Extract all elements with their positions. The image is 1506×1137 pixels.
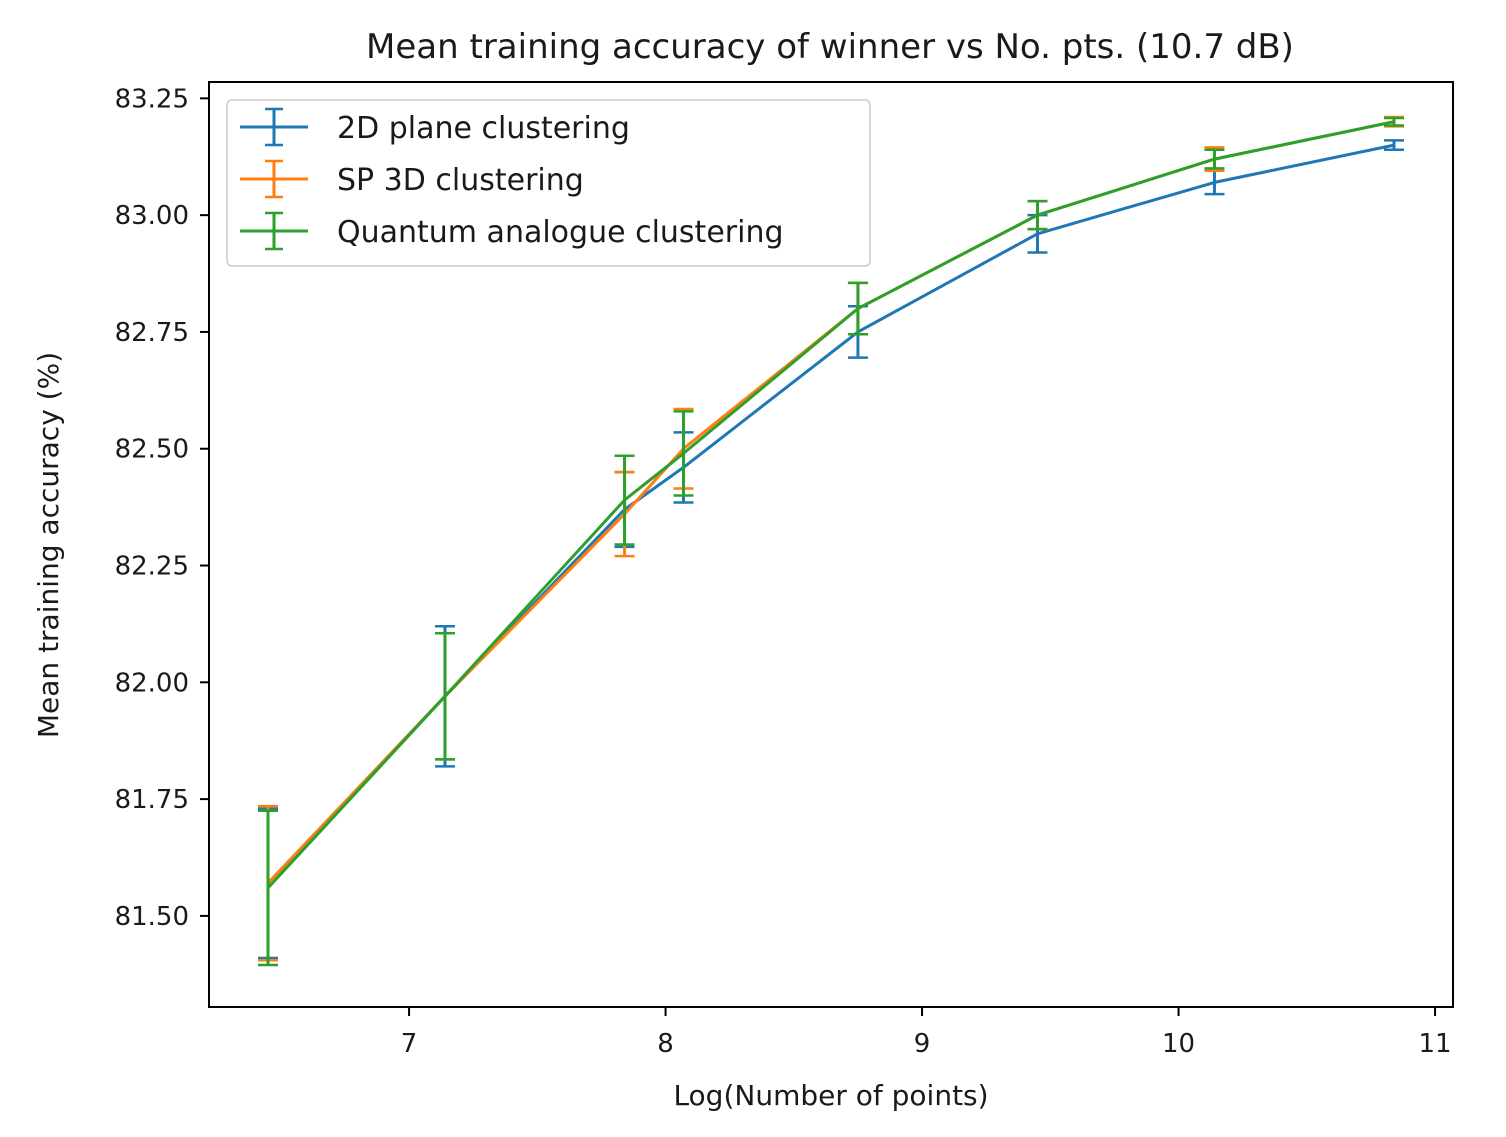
- error-bar: [434, 632, 455, 761]
- legend-entry: Quantum analogue clustering: [240, 211, 784, 251]
- y-axis-label: Mean training accuracy (%): [32, 352, 65, 738]
- axes-frame: [208, 81, 1454, 1008]
- y-tick-label: 82.75: [115, 318, 189, 348]
- y-tick-label: 82.25: [115, 552, 189, 582]
- legend: 2D plane clustering SP 3D clustering Quant…: [226, 99, 871, 267]
- y-axis: 81.50 81.75 82.00 82.25 82.50 82.75 83.00 83.25: [115, 84, 209, 932]
- y-tick-label: 81.50: [115, 902, 189, 932]
- error-bar: [1027, 199, 1048, 231]
- series-line: [266, 120, 1395, 889]
- error-bar: [1384, 116, 1405, 127]
- plot-area: [257, 115, 1405, 967]
- x-tick-label: 10: [1162, 1029, 1195, 1059]
- y-tick-label: 82.50: [115, 435, 189, 465]
- error-bar: [673, 410, 694, 497]
- legend-label: SP 3D clustering: [337, 163, 584, 198]
- error-bar: [614, 454, 635, 546]
- x-tick-label: 11: [1418, 1029, 1451, 1059]
- legend-box: [226, 99, 871, 267]
- x-axis: 7 8 9 10 11: [401, 1007, 1452, 1059]
- chart-title: Mean training accuracy of winner vs No. …: [366, 27, 1294, 67]
- y-tick-label: 83.00: [115, 201, 189, 231]
- error-bar: [257, 809, 278, 967]
- y-tick-label: 82.00: [115, 668, 189, 698]
- x-axis-label: Log(Number of points): [673, 1079, 988, 1112]
- legend-label: 2D plane clustering: [337, 111, 630, 146]
- error-bar: [847, 281, 868, 336]
- error-bar: [1204, 148, 1225, 170]
- x-tick-label: 9: [914, 1029, 931, 1059]
- legend-entry: 2D plane clustering: [240, 107, 630, 147]
- legend-entry: SP 3D clustering: [240, 159, 584, 199]
- y-tick-label: 83.25: [115, 84, 189, 114]
- x-tick-label: 8: [657, 1029, 674, 1059]
- x-tick-label: 7: [401, 1029, 418, 1059]
- error-bar: [1384, 139, 1405, 151]
- series-3: [257, 116, 1405, 967]
- y-tick-label: 81.75: [115, 785, 189, 815]
- legend-label: Quantum analogue clustering: [337, 215, 784, 250]
